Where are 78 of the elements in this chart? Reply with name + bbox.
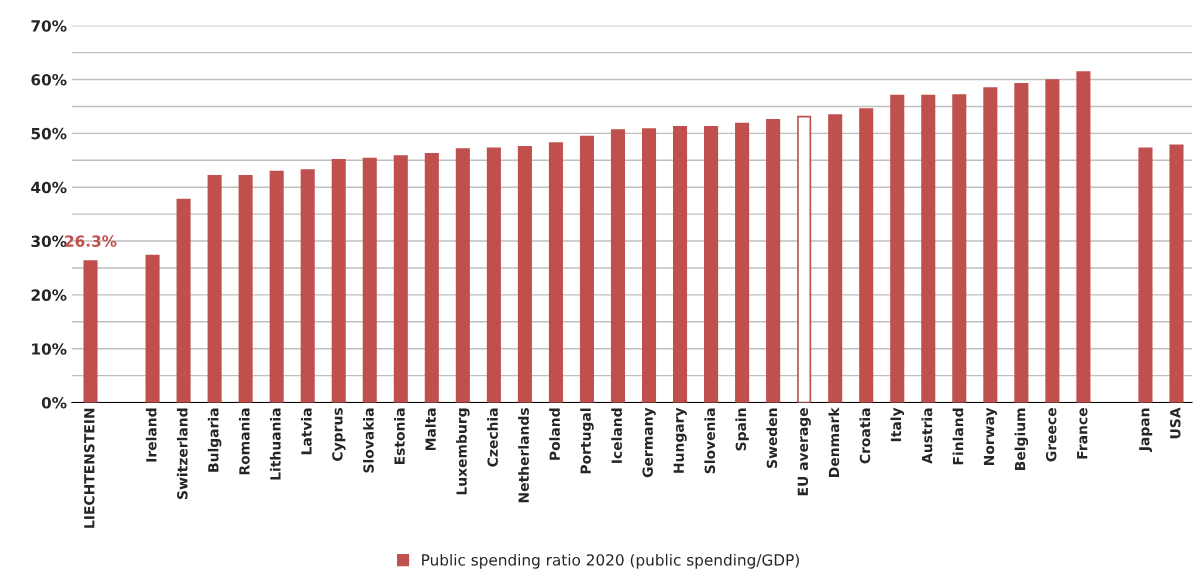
bar [610, 129, 626, 403]
x-tick-label: Italy [890, 407, 905, 442]
x-tick-label: Latvia [300, 408, 312, 455]
x-tick-label: Slovakia [363, 408, 374, 473]
x-tick-label: Belgium [1014, 408, 1029, 470]
x-tick-label: Croatia [859, 408, 871, 464]
x-tick-label: Germany [642, 407, 656, 478]
y-tick-label: 0% [41, 397, 67, 409]
bar [393, 155, 408, 403]
bar [300, 169, 315, 403]
bar [735, 122, 750, 403]
bar [859, 108, 874, 403]
bar [890, 94, 905, 403]
bar [548, 142, 563, 403]
x-tick-label: Estonia [394, 408, 405, 465]
x-tick-label: Bulgaria [207, 408, 222, 472]
bar [983, 87, 998, 403]
bar [579, 135, 594, 403]
y-tick-label: 70% [31, 20, 67, 32]
x-tick-label: Finland [952, 408, 964, 465]
y-tick-label: 40% [31, 181, 67, 194]
x-tick-label: Slovenia [704, 408, 716, 474]
bar [238, 175, 253, 403]
x-tick-label: Netherlands [518, 408, 529, 503]
bar [331, 158, 346, 403]
bar [797, 115, 812, 403]
y-tick-label: 50% [31, 127, 67, 140]
bar [362, 157, 377, 403]
x-tick-label: Romania [238, 408, 250, 475]
y-tick-label: 60% [31, 74, 67, 86]
x-tick-label: Malta [425, 408, 436, 451]
bar [176, 198, 191, 403]
bar [921, 94, 936, 403]
bar [1045, 79, 1060, 403]
data-label: 26.3% [65, 235, 117, 247]
bar [455, 148, 470, 403]
x-tick-label: Iceland [611, 408, 623, 463]
x-tick-label: Switzerland [176, 408, 188, 499]
bar [952, 94, 967, 403]
y-tick-label: 20% [31, 289, 67, 301]
x-tick-label: EU average [797, 408, 811, 496]
y-tick-label: 10% [32, 343, 67, 355]
legend-label: Public spending ratio 2020 (public spending/GDP) [422, 553, 799, 569]
bar [83, 260, 98, 403]
bar [517, 145, 532, 403]
x-tick-label: Czechia [487, 408, 498, 467]
x-tick-label: Denmark [828, 407, 840, 477]
y-tick-label: 30% [31, 235, 67, 248]
bar [1014, 83, 1029, 403]
bar [207, 175, 222, 403]
x-tick-label: Cyprus [332, 408, 346, 461]
x-tick-label: Japan [1139, 408, 1153, 452]
bar [641, 128, 657, 403]
x-tick-label: USA [1170, 407, 1181, 439]
x-tick-label: France [1077, 408, 1088, 459]
bar [766, 119, 781, 403]
bar [145, 254, 160, 403]
x-tick-label: Hungary [673, 407, 687, 473]
bar [269, 170, 284, 403]
x-tick-label: Lithuania [269, 408, 281, 480]
x-tick-label: Norway [983, 407, 998, 465]
x-tick-label: Portugal [580, 408, 594, 474]
bar [424, 152, 439, 403]
x-tick-label: Ireland [145, 408, 157, 462]
x-tick-label: Austria [921, 408, 933, 464]
bar [1169, 144, 1184, 403]
bar [672, 126, 688, 403]
bar [1138, 147, 1153, 403]
bar [1076, 71, 1091, 403]
x-tick-label: LIECHTENSTEIN [84, 408, 95, 528]
x-tick-label: Luxemburg [456, 408, 470, 495]
bar [828, 114, 843, 403]
bar [704, 126, 719, 403]
bar [486, 147, 501, 403]
x-tick-label: Spain [735, 408, 749, 451]
x-tick-label: Poland [549, 408, 560, 460]
x-tick-label: Greece [1045, 408, 1057, 462]
x-tick-label: Sweden [766, 408, 778, 468]
